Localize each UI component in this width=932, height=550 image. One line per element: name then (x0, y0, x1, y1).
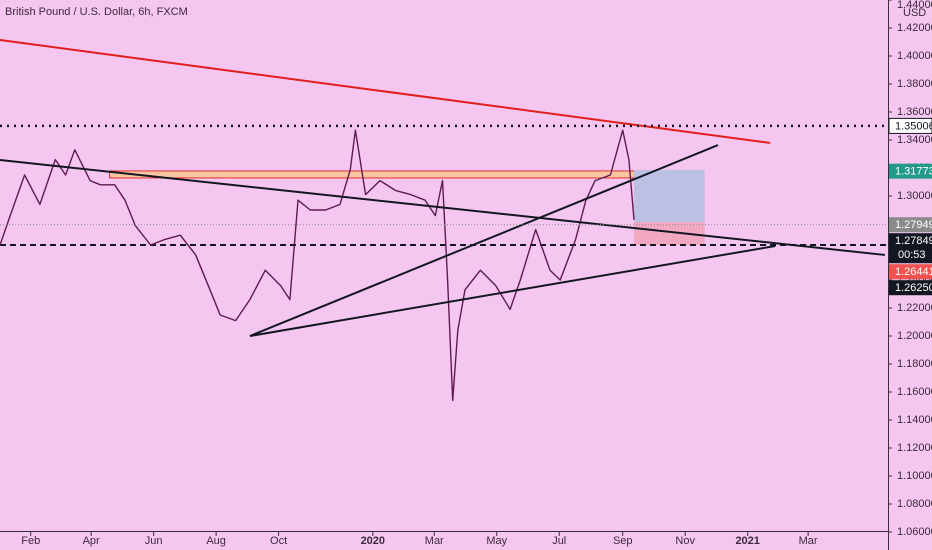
price-label-box (889, 163, 932, 179)
y-tick-label: 1.18000 (897, 358, 932, 370)
x-tick-label: Feb (21, 535, 40, 547)
y-tick-label: 1.30000 (897, 190, 932, 202)
axis-unit: USD (903, 7, 926, 19)
x-tick-label: Nov (675, 535, 695, 547)
y-tick-label: 1.16000 (897, 386, 932, 398)
price-label: 1.27949 (895, 219, 932, 231)
price-label-box (889, 264, 932, 280)
y-tick-label: 1.10000 (897, 470, 932, 482)
y-tick-label: 1.44000 (897, 0, 932, 11)
trend-line (0, 159, 886, 256)
y-tick-label: 1.42000 (897, 22, 932, 34)
x-tick-label: Oct (270, 535, 287, 547)
zone (633, 169, 705, 223)
price-label: 1.35006 (895, 120, 932, 132)
chart-title: British Pound / U.S. Dollar, 6h, FXCM (5, 6, 188, 18)
x-tick-label: Jun (145, 535, 163, 547)
trend-line (249, 244, 776, 337)
price-countdown: 00:53 (898, 249, 926, 261)
price-label-box (889, 280, 932, 296)
x-tick-label: Mar (425, 535, 444, 547)
price-label: 1.31773 (895, 166, 932, 178)
y-tick-label: 1.36000 (897, 106, 932, 118)
zone (109, 170, 683, 179)
price-label: 1.26441 (895, 266, 932, 278)
x-tick-label: Apr (83, 535, 100, 547)
x-tick-label: Jul (552, 535, 566, 547)
y-tick-label: 1.12000 (897, 442, 932, 454)
price-label: 1.26250 (895, 282, 932, 294)
x-tick-label: May (486, 535, 507, 547)
y-tick-label: 1.38000 (897, 78, 932, 90)
price-line (0, 129, 635, 402)
x-tick-label: Sep (613, 535, 633, 547)
price-label-box (888, 117, 932, 134)
trend-line (0, 39, 771, 144)
x-tick-label: 2021 (735, 535, 759, 547)
y-tick-label: 1.08000 (897, 498, 932, 510)
price-label-box (889, 217, 932, 233)
x-tick-label: Mar (799, 535, 818, 547)
y-tick-label: 1.06000 (897, 526, 932, 538)
y-tick-label: 1.20000 (897, 330, 932, 342)
y-tick-label: 1.22000 (897, 302, 932, 314)
price-label-box (889, 233, 932, 264)
y-tick-label: 1.14000 (897, 414, 932, 426)
y-tick-label: 1.40000 (897, 50, 932, 62)
trend-line (249, 144, 719, 337)
zone (633, 222, 705, 245)
x-tick-label: Aug (206, 535, 226, 547)
price-label: 1.27849 (895, 235, 932, 247)
x-tick-label: 2020 (361, 535, 385, 547)
y-tick-label: 1.34000 (897, 134, 932, 146)
